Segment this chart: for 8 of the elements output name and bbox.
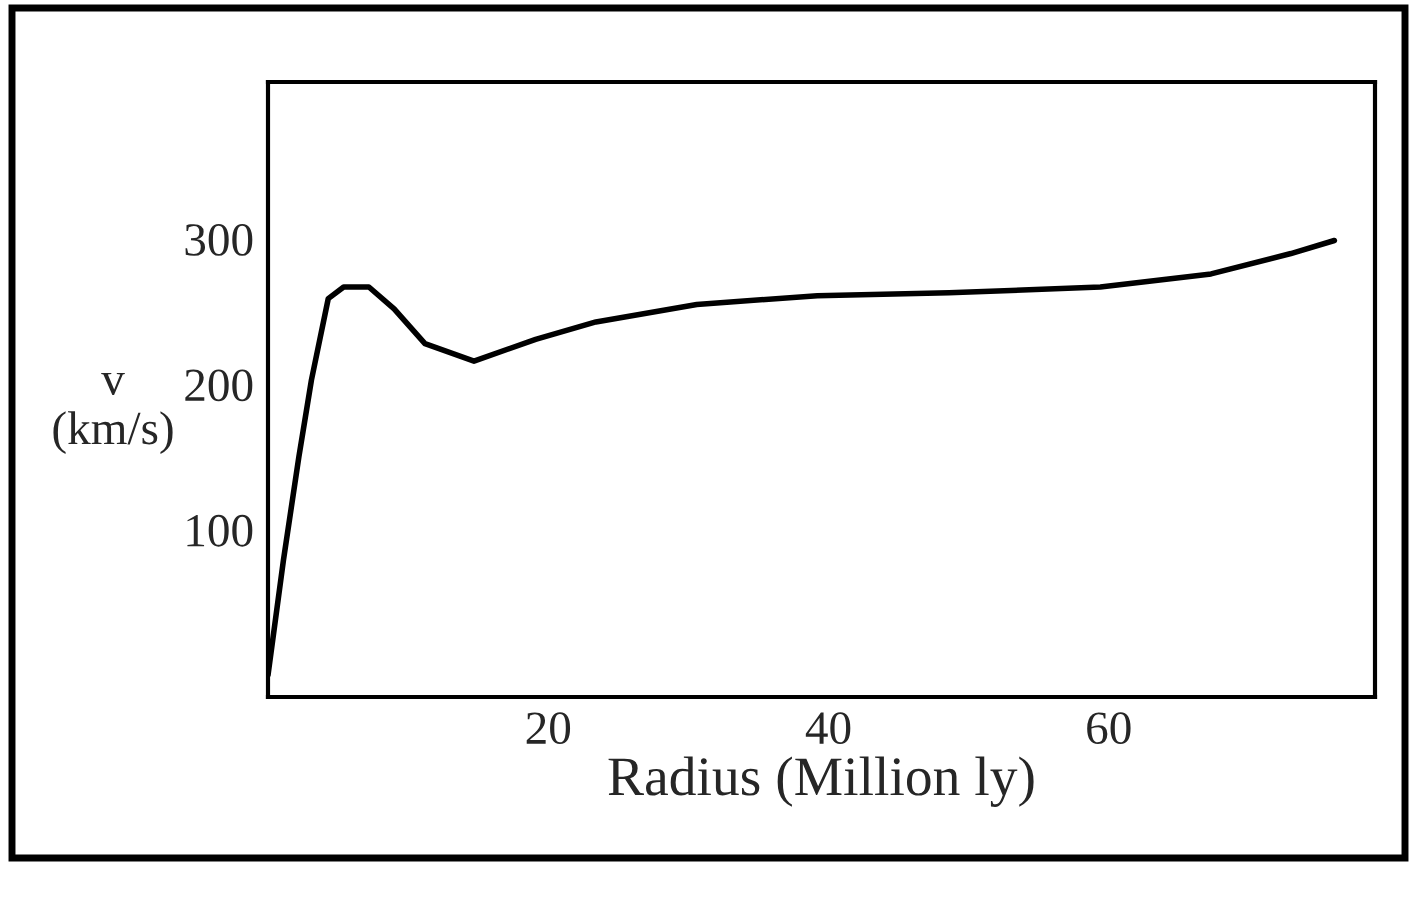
y-tick-label: 100 bbox=[187, 514, 253, 547]
x-axis-title: Radius (Million ly) bbox=[608, 756, 1034, 808]
y-tick-label: 200 bbox=[185, 369, 253, 402]
x-tick-label: 40 bbox=[805, 712, 851, 745]
x-tick-label: 60 bbox=[1087, 712, 1131, 745]
x-tick-label: 20 bbox=[526, 712, 571, 745]
y-tick-label: 300 bbox=[185, 224, 253, 256]
y-axis-title: v (km/s) bbox=[53, 372, 173, 455]
